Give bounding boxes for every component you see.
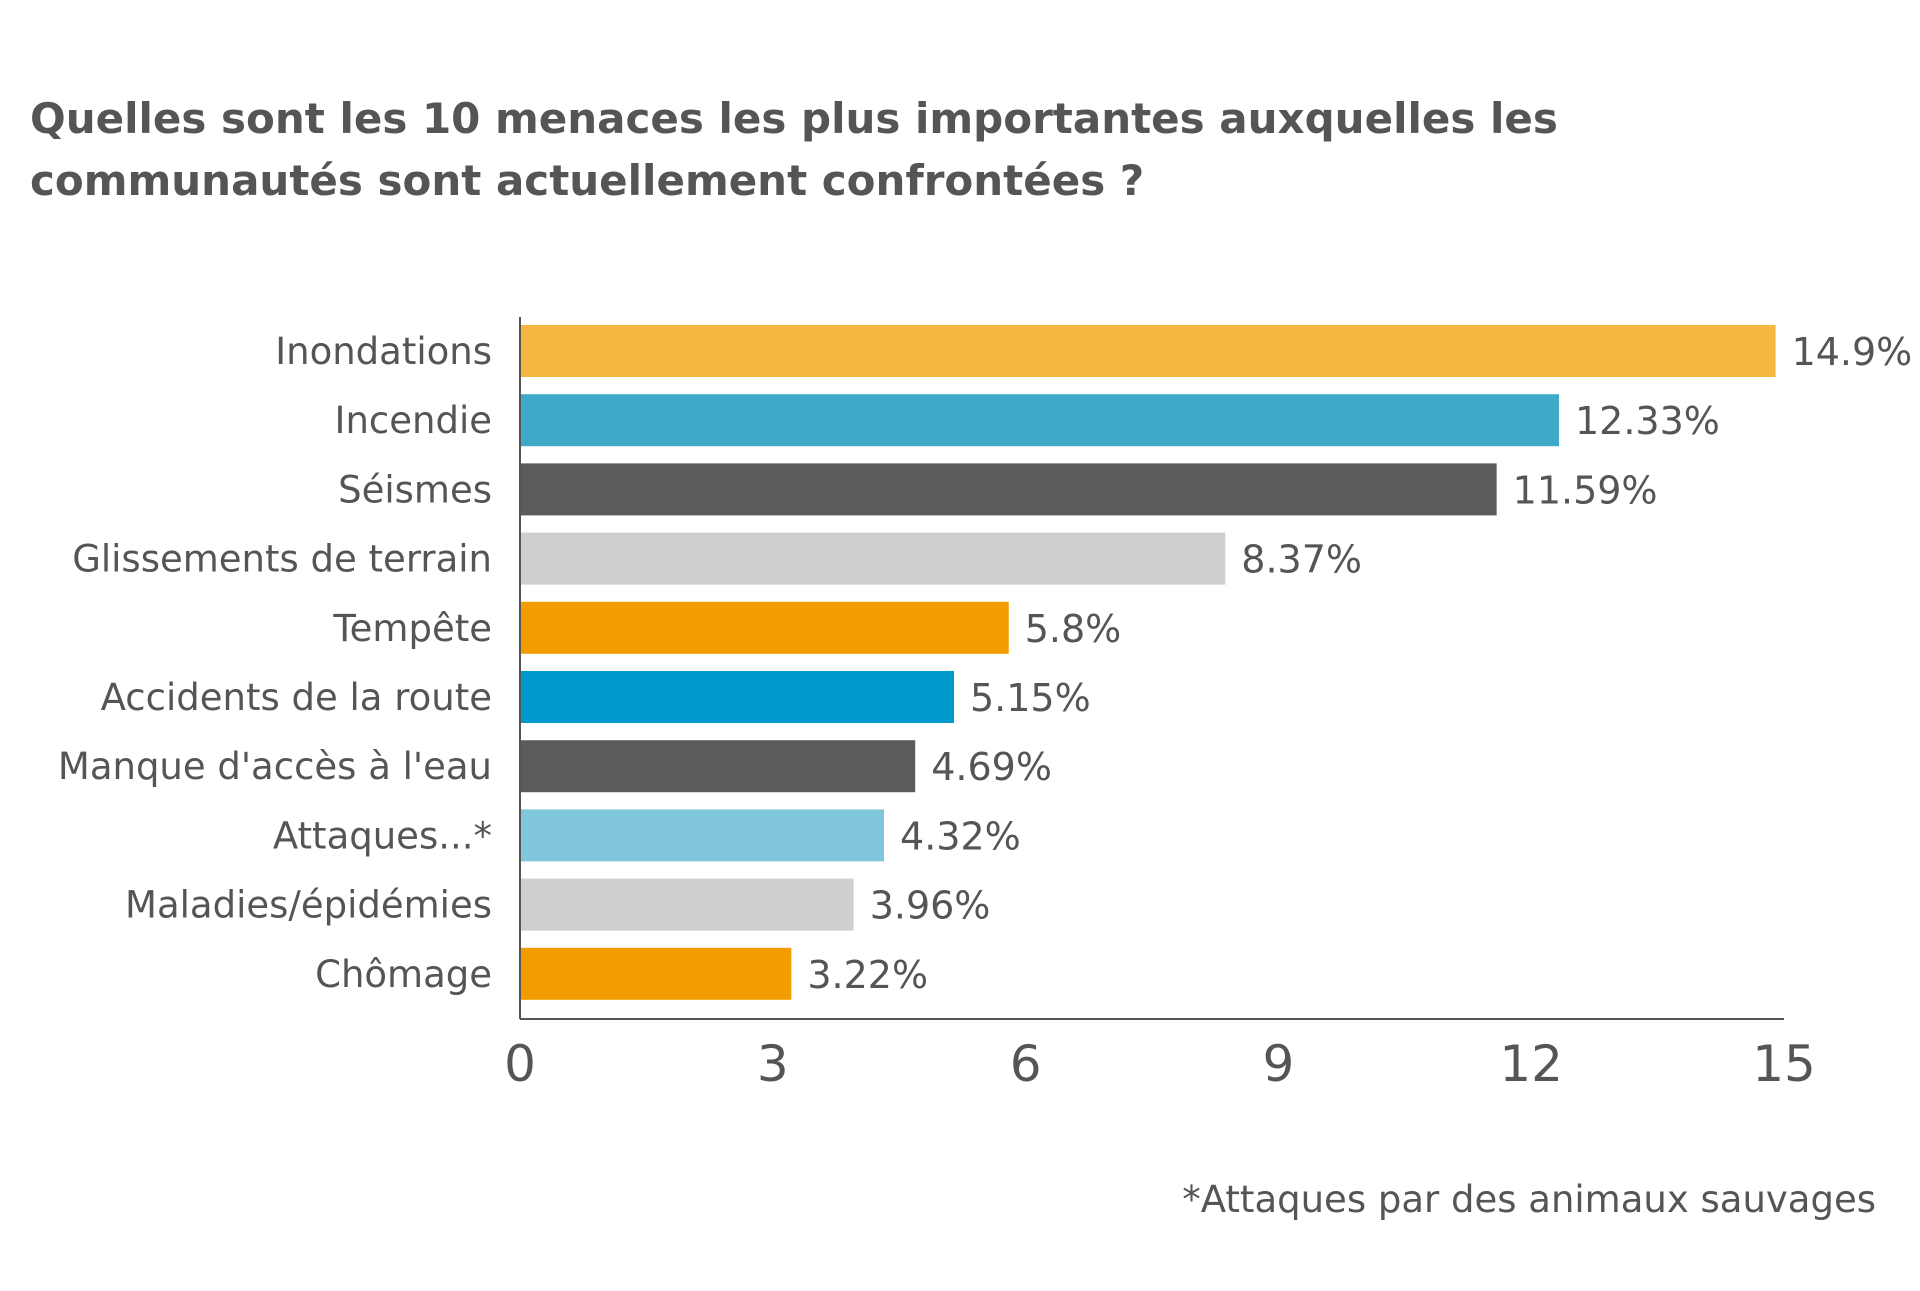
x-tick-label-5: 15	[1752, 1035, 1816, 1093]
category-label-6: Manque d'accès à l'eau	[58, 745, 492, 788]
category-label-9: Chômage	[315, 953, 492, 996]
bar-2	[520, 463, 1497, 516]
x-tick-label-3: 9	[1262, 1035, 1294, 1093]
chart-title-line-1: Quelles sont les 10 menaces les plus imp…	[30, 94, 1558, 143]
value-label-4: 5.8%	[1025, 607, 1122, 651]
x-tick-label-1: 3	[757, 1035, 789, 1093]
value-label-5: 5.15%	[970, 676, 1091, 720]
value-label-0: 14.9%	[1792, 330, 1913, 374]
category-label-0: Inondations	[275, 330, 492, 373]
bar-3	[520, 532, 1226, 585]
value-label-3: 8.37%	[1241, 538, 1362, 582]
bar-1	[520, 394, 1560, 447]
chart-title: Quelles sont les 10 menaces les plus imp…	[30, 88, 1730, 212]
value-label-6: 4.69%	[931, 745, 1052, 789]
bar-6	[520, 740, 916, 793]
bar-5	[520, 671, 954, 723]
bar-8	[520, 878, 854, 931]
bar-4	[520, 601, 1009, 654]
bar-9	[520, 947, 792, 1000]
category-label-2: Séismes	[338, 468, 492, 511]
x-tick-label-0: 0	[504, 1035, 536, 1093]
category-label-1: Incendie	[335, 399, 492, 442]
category-label-4: Tempête	[332, 607, 492, 650]
value-label-2: 11.59%	[1513, 468, 1658, 512]
bar-0	[520, 325, 1776, 377]
value-label-7: 4.32%	[900, 814, 1021, 858]
category-label-3: Glissements de terrain	[72, 538, 492, 581]
category-label-7: Attaques...*	[273, 814, 492, 857]
footnote: *Attaques par des animaux sauvages	[1182, 1178, 1876, 1221]
category-label-8: Maladies/épidémies	[125, 884, 492, 927]
value-label-1: 12.33%	[1575, 399, 1720, 443]
category-label-5: Accidents de la route	[101, 676, 492, 719]
chart-title-line-2: communautés sont actuellement confrontée…	[30, 156, 1145, 205]
bar-7	[520, 809, 885, 862]
value-label-9: 3.22%	[807, 953, 928, 997]
x-tick-label-2: 6	[1010, 1035, 1042, 1093]
x-tick-label-4: 12	[1499, 1035, 1563, 1093]
value-label-8: 3.96%	[870, 884, 991, 928]
